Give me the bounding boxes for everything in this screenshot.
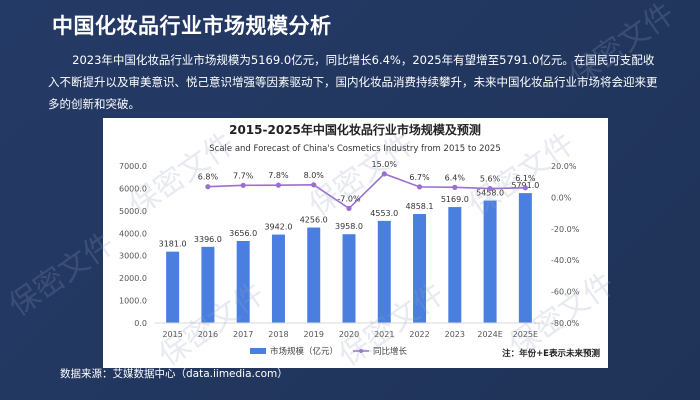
x-axis-tick-label: 2015 [162,330,182,339]
line-data-label: -7.0% [337,194,361,203]
bar [342,234,356,323]
bar-data-label: 3396.0 [194,235,222,244]
x-axis-tick-label: 2017 [233,330,253,339]
line-point [381,171,387,177]
bar-series [166,193,532,323]
line-point [416,184,423,190]
bar [201,246,215,323]
bar [377,220,391,323]
line-data-label: 6.8% [198,173,219,182]
legend-bar-swatch [250,348,266,354]
right-axis-tick-label: -80.0% [551,319,580,328]
x-axis-tick-label: 2021 [374,330,394,339]
data-source: 数据来源：艾媒数据中心（data.iimedia.com） [60,368,288,380]
chart-svg: 2015-2025年中国化妆品行业市场规模及预测 Scale and Forec… [119,122,600,359]
x-axis-tick-label: 2020 [339,330,359,339]
left-axis-tick-label: 7000.0 [119,162,147,171]
bar [307,227,321,323]
x-axis-tick-label: 2022 [409,330,429,339]
bar [413,214,427,323]
left-axis-tick-label: 3000.0 [119,252,147,261]
bar [271,234,285,323]
bar-data-label: 4256.0 [300,216,328,225]
bar-data-label: 3958.0 [335,222,363,231]
line-point [346,205,352,211]
bar [166,251,180,323]
line-point [522,185,528,191]
line-data-label: 8.0% [304,171,325,180]
chart-title: 2015-2025年中国化妆品行业市场规模及预测 [229,122,481,137]
x-axis-tick-label: 2025E [513,330,538,339]
x-axis-tick-label: 2019 [304,330,324,339]
legend-bar-label: 市场规模（亿元） [270,346,338,357]
x-axis-tick-label: 2024E [477,330,502,339]
bar-data-label: 5458.0 [476,189,504,198]
line-point [452,184,458,190]
line-series: 6.8% 7.7% 7.8% 8.0% -7.0% 15.0% 6.7% 6.4% 5.6% 6.… [198,160,536,211]
line-data-label: 6.7% [409,173,430,182]
legend: 市场规模（亿元） 同比增长 [250,346,408,357]
bar [448,207,462,323]
bar-data-label: 3942.0 [264,223,292,232]
line-data-label: 6.1% [515,174,536,183]
right-axis-tick-label: -60.0% [551,288,580,297]
right-axis-tick-label: -20.0% [551,225,580,234]
legend-line-marker [359,349,363,353]
left-axis-tick-label: 0.0 [134,319,147,328]
summary-paragraph: 2023年中国化妆品行业市场规模为5169.0亿元，同比增长6.4%，2025年… [48,53,658,111]
chart-note: 注：年份+E表示未来预测 [502,348,600,359]
bar-data-label: 4858.1 [406,202,434,211]
line-data-label: 6.4% [445,173,466,182]
bar-data-label: 4553.0 [370,209,398,218]
x-axis-tick-label: 2023 [445,330,465,339]
chart-panel: 2015-2025年中国化妆品行业市场规模及预测 Scale and Forec… [103,118,608,368]
line-point [311,182,317,188]
left-axis: 0.0 1000.0 2000.0 3000.0 4000.0 5000.0 6000.0 7… [119,162,147,328]
legend-line-label: 同比增长 [373,346,408,357]
bar-data-label: 5169.0 [441,195,469,204]
bar [518,193,532,323]
left-axis-tick-label: 6000.0 [119,184,147,193]
bar-data-label: 3181.0 [159,240,187,249]
line-data-label: 7.8% [268,171,289,180]
right-axis-tick-label: 0.0% [551,193,572,202]
x-axis: 2015 2016 2017 2018 2019 2020 2021 2022 2023 2024… [155,322,543,339]
right-axis-tick-label: 20.0% [551,162,577,171]
line-data-label: 7.7% [233,171,254,180]
right-axis: -80.0% -60.0% -40.0% -20.0% 0.0% 20.0% [551,162,580,328]
line-point [240,182,246,188]
page-title: 中国化妆品行业市场规模分析 [52,14,332,38]
left-axis-tick-label: 1000.0 [119,297,147,306]
line-point [487,186,493,192]
bar-data-label: 3656.0 [229,229,257,238]
right-axis-tick-label: -40.0% [551,256,580,265]
x-axis-tick-label: 2016 [198,330,218,339]
left-axis-tick-label: 4000.0 [119,229,147,238]
bar [483,200,497,323]
left-axis-tick-label: 2000.0 [119,274,147,283]
growth-line [207,172,526,210]
bar [236,241,250,323]
x-axis-tick-label: 2018 [268,330,288,339]
left-axis-tick-label: 5000.0 [119,207,147,216]
chart-subtitle: Scale and Forecast of China's Cosmetics … [209,144,501,154]
line-point [275,182,282,188]
line-data-label: 5.6% [480,175,501,184]
line-data-label: 15.0% [372,160,398,169]
line-point [205,184,211,190]
